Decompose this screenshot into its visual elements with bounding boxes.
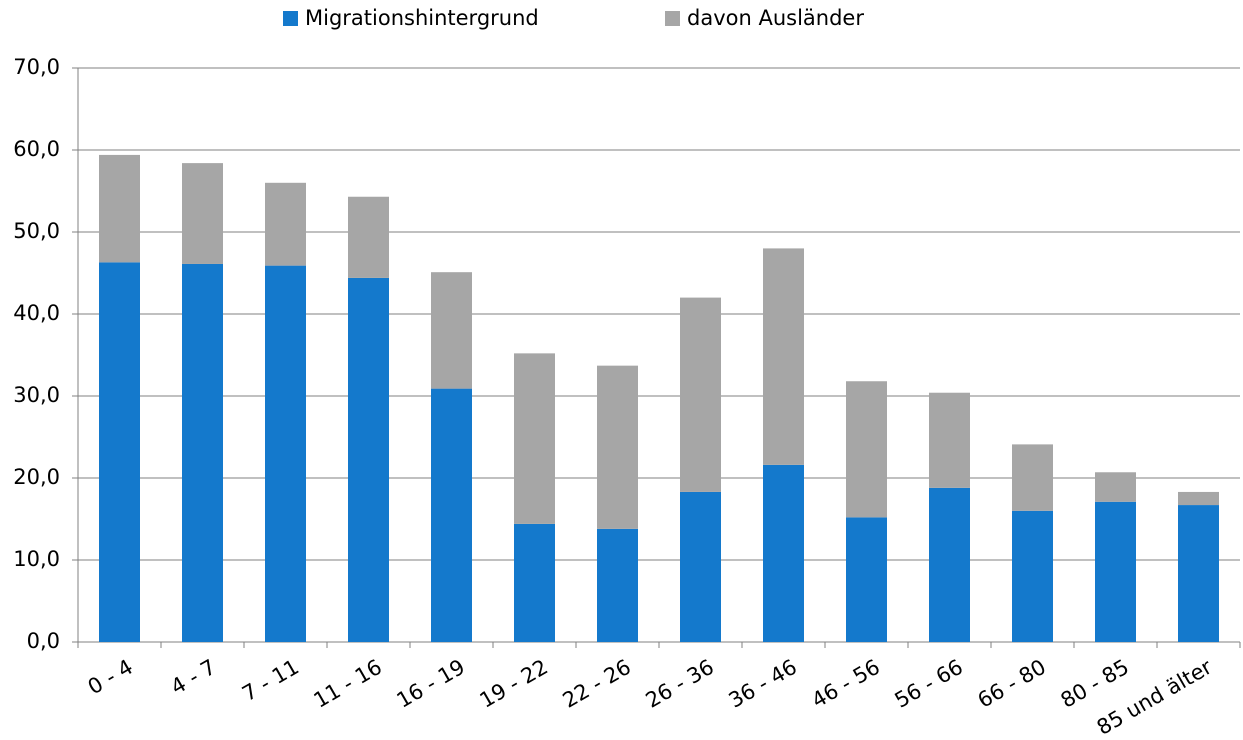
bar-segment [846, 517, 887, 642]
y-tick-label: 10,0 [13, 547, 60, 571]
bar-segment [431, 388, 472, 642]
bar-segment [265, 265, 306, 642]
bar-segment [763, 464, 804, 642]
bar-segment [1012, 444, 1053, 511]
y-tick-label: 70,0 [13, 55, 60, 79]
bar-segment [99, 154, 140, 263]
bar-segment [929, 392, 970, 488]
bar-segment [1095, 501, 1136, 642]
bar-segment [514, 523, 555, 642]
bar-segment [99, 262, 140, 642]
y-tick-label: 60,0 [13, 137, 60, 161]
bar-segment [182, 263, 223, 642]
x-tick-label: 26 - 36 [642, 655, 718, 713]
bar-segment [929, 487, 970, 642]
x-tick-label: 7 - 11 [238, 655, 303, 706]
bar-segment [1095, 472, 1136, 502]
bar-segment [597, 365, 638, 529]
x-tick-label: 66 - 80 [974, 655, 1050, 713]
y-tick-label: 30,0 [13, 383, 60, 407]
bar-segment [1012, 510, 1053, 642]
x-tick-label: 19 - 22 [476, 655, 552, 713]
y-tick-label: 40,0 [13, 301, 60, 325]
legend-swatch [665, 11, 680, 26]
x-tick-label: 11 - 16 [310, 655, 386, 713]
bar-segment [182, 163, 223, 264]
bar-segment [597, 528, 638, 642]
bar-segment [763, 248, 804, 465]
x-tick-label: 4 - 7 [167, 655, 220, 700]
x-tick-label: 36 - 46 [725, 655, 801, 713]
bar-segment [680, 491, 721, 642]
legend-swatch [283, 11, 298, 26]
bar-segment [265, 182, 306, 266]
bar-segment [680, 297, 721, 492]
y-tick-label: 0,0 [27, 629, 60, 653]
legend-label: davon Ausländer [687, 6, 864, 30]
y-tick-label: 20,0 [13, 465, 60, 489]
bar-segment [514, 353, 555, 524]
legend-label: Migrationshintergrund [305, 6, 539, 30]
x-tick-label: 56 - 66 [891, 655, 967, 713]
x-tick-label: 46 - 56 [808, 655, 884, 713]
y-tick-label: 50,0 [13, 219, 60, 243]
bar-segment [846, 381, 887, 518]
x-tick-label: 0 - 4 [84, 655, 137, 700]
bar-segment [1178, 505, 1219, 642]
x-tick-label: 16 - 19 [393, 655, 469, 713]
bar-segment [348, 277, 389, 642]
x-tick-label: 22 - 26 [559, 655, 635, 713]
bar-segment [348, 196, 389, 278]
bar-segment [431, 272, 472, 389]
bar-segment [1178, 491, 1219, 506]
